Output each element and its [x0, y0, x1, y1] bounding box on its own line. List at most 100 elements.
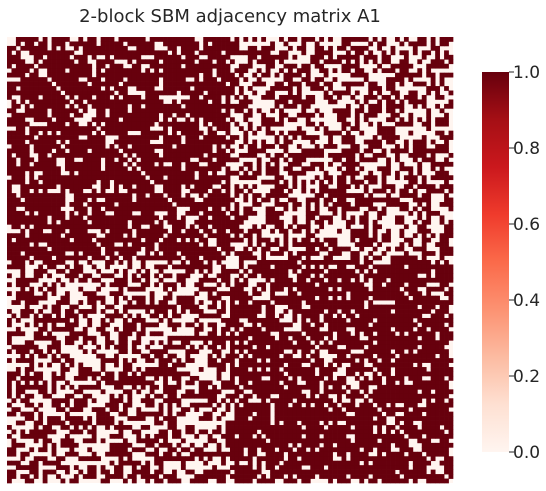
heatmap-cell [60, 112, 66, 118]
heatmap-cell [283, 50, 289, 56]
heatmap-cell [127, 322, 133, 328]
heatmap-cell [131, 148, 137, 154]
heatmap-cell [7, 282, 12, 288]
heatmap-cell [20, 260, 26, 265]
heatmap-cell [180, 175, 186, 181]
heatmap-cell [399, 362, 405, 368]
heatmap-cell [96, 344, 102, 350]
heatmap-cell [20, 268, 26, 274]
heatmap-cell [377, 126, 382, 132]
heatmap-cell [149, 255, 155, 261]
heatmap-cell [421, 371, 427, 377]
heatmap-cell [314, 108, 320, 114]
heatmap-cell [180, 197, 186, 203]
heatmap-cell [417, 246, 423, 252]
heatmap-cell [261, 50, 267, 56]
heatmap-cell [328, 268, 333, 274]
heatmap-cell [399, 260, 405, 265]
heatmap-cell [87, 224, 93, 230]
heatmap-cell [47, 349, 52, 355]
heatmap-cell [212, 313, 217, 319]
heatmap-cell [185, 322, 191, 328]
heatmap-cell [225, 103, 231, 109]
heatmap-cell [51, 326, 57, 332]
heatmap-cell [408, 112, 414, 118]
heatmap-cell [305, 282, 311, 288]
heatmap-cell [270, 54, 275, 60]
heatmap-cell [265, 130, 271, 136]
heatmap-cell [216, 367, 222, 372]
heatmap-cell [417, 59, 423, 65]
heatmap-cell [172, 152, 177, 158]
heatmap-cell [38, 375, 44, 381]
heatmap-cell [145, 50, 151, 56]
heatmap-cell [216, 108, 222, 114]
heatmap-cell [78, 130, 84, 136]
heatmap-cell [180, 224, 186, 230]
heatmap-cell [172, 108, 177, 114]
heatmap-cell [212, 179, 217, 185]
heatmap-cell [158, 233, 164, 239]
heatmap-cell [448, 152, 454, 158]
heatmap-cell [212, 362, 217, 368]
heatmap-cell [167, 81, 173, 87]
heatmap-cell [252, 322, 258, 328]
heatmap-cell [145, 344, 151, 350]
heatmap-cell [20, 210, 26, 216]
heatmap-cell [69, 175, 75, 181]
heatmap-cell [381, 353, 387, 359]
heatmap-cell [354, 260, 360, 265]
heatmap-cell [91, 300, 97, 305]
heatmap-cell [185, 50, 191, 56]
heatmap-cell [234, 277, 240, 283]
heatmap-cell [283, 246, 289, 252]
heatmap-cell [149, 63, 155, 69]
heatmap-cell [82, 371, 88, 377]
heatmap-cell [247, 340, 253, 346]
heatmap-cell [69, 139, 75, 145]
heatmap-cell [444, 117, 449, 123]
heatmap-cell [430, 358, 436, 363]
heatmap-cell [341, 41, 347, 47]
heatmap-cell [270, 335, 275, 341]
heatmap-cell [363, 260, 369, 265]
heatmap-cell [221, 126, 226, 132]
heatmap-cell [212, 277, 217, 283]
heatmap-cell [185, 273, 191, 279]
heatmap-cell [301, 68, 307, 74]
heatmap-cell [403, 335, 409, 341]
heatmap-cell [154, 197, 159, 203]
heatmap-cell [230, 86, 235, 91]
heatmap-cell [337, 193, 342, 198]
heatmap-cell [439, 59, 445, 65]
heatmap-cell [176, 37, 182, 42]
heatmap-cell [207, 268, 213, 274]
heatmap-cell [377, 41, 382, 47]
heatmap-cell [87, 251, 93, 256]
heatmap-cell [109, 273, 115, 279]
heatmap-cell [207, 175, 213, 181]
heatmap-cell [359, 286, 365, 292]
heatmap-cell [377, 317, 382, 323]
heatmap-cell [408, 63, 414, 69]
heatmap-cell [105, 179, 110, 185]
heatmap-cell [395, 72, 400, 78]
heatmap-cell [82, 219, 88, 225]
heatmap-cell [377, 152, 382, 158]
heatmap-cell [305, 210, 311, 216]
heatmap-cell [444, 72, 449, 78]
heatmap-cell [149, 170, 155, 176]
heatmap-cell [301, 317, 307, 323]
heatmap-cell [265, 197, 271, 203]
heatmap-cell [448, 246, 454, 252]
heatmap-cell [403, 260, 409, 265]
heatmap-cell [158, 108, 164, 114]
heatmap-cell [87, 317, 93, 323]
heatmap-cell [33, 45, 39, 51]
heatmap-cell [29, 184, 35, 189]
heatmap-cell [439, 251, 445, 256]
heatmap-cell [73, 166, 79, 172]
heatmap-cell [265, 331, 271, 337]
heatmap-cell [221, 255, 226, 261]
heatmap-cell [247, 233, 253, 239]
